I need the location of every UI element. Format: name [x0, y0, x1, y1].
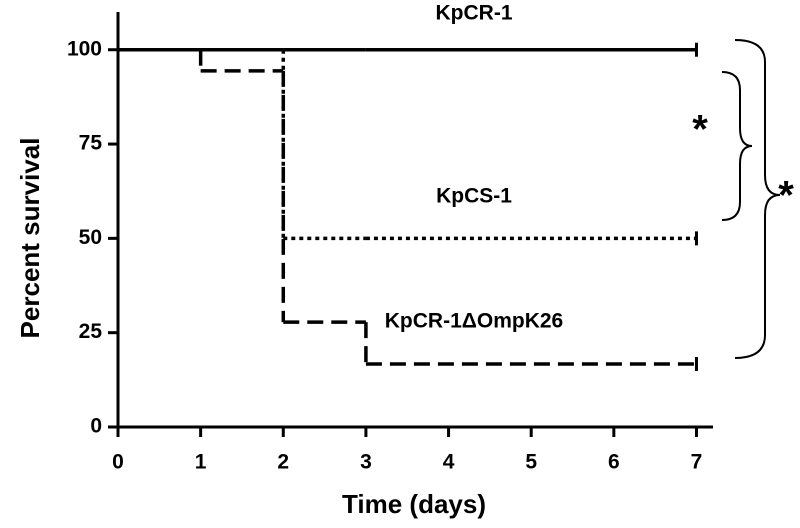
x-tick-label: 1 [195, 451, 207, 474]
x-axis-label: Time (days) [342, 489, 486, 519]
y-tick-label: 75 [79, 132, 103, 155]
x-tick-label: 3 [360, 451, 372, 474]
series-label: KpCR-1 [436, 2, 513, 25]
y-axis-label: Percent survival [15, 138, 45, 339]
x-tick-label: 0 [112, 451, 124, 474]
y-tick-label: 25 [79, 320, 103, 343]
series-label: KpCR-1ΔOmpK26 [385, 310, 563, 333]
bracket [734, 39, 781, 359]
x-tick-label: 6 [608, 451, 620, 474]
significance-star: * [778, 174, 794, 218]
x-tick-label: 2 [277, 451, 289, 474]
x-tick-label: 4 [443, 451, 455, 474]
bracket [721, 71, 753, 221]
y-tick-label: 0 [90, 415, 102, 438]
x-tick-label: 7 [691, 451, 703, 474]
significance-star: * [692, 108, 708, 152]
series-label: KpCS-1 [436, 185, 512, 208]
y-tick-label: 50 [79, 226, 102, 249]
x-tick-label: 5 [525, 451, 537, 474]
y-tick-label: 100 [67, 37, 102, 60]
